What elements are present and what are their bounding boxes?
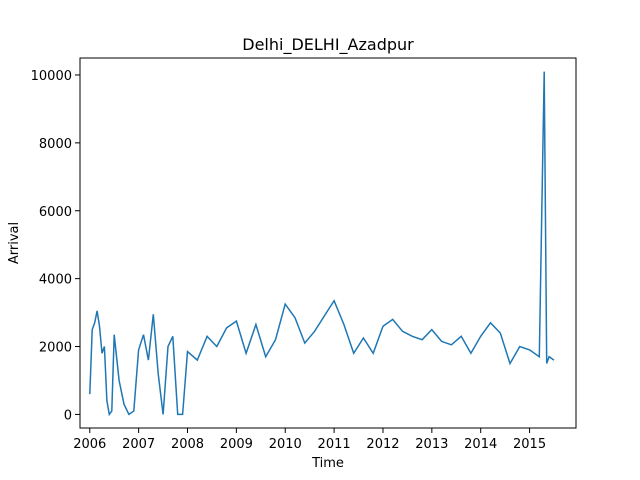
- x-axis-ticks: 2006 2007 2008 2009 2010 2011 2012 2013 2014 2015: [73, 428, 546, 452]
- y-tick-label: 8000: [39, 137, 72, 152]
- y-axis-label: Arrival: [7, 222, 22, 264]
- plot-area: [89, 71, 555, 417]
- x-tick-label: 2011: [318, 437, 351, 452]
- x-axis-label: Time: [311, 456, 344, 471]
- x-tick-label: 2008: [171, 437, 204, 452]
- y-tick-label: 4000: [39, 273, 72, 288]
- x-tick-label: 2015: [513, 437, 546, 452]
- x-tick-label: 2010: [269, 437, 302, 452]
- x-tick-label: 2006: [73, 437, 106, 452]
- x-tick-label: 2013: [415, 437, 448, 452]
- x-tick-label: 2007: [122, 437, 155, 452]
- y-axis-ticks: 0 2000 4000 6000 8000 10000: [31, 69, 80, 423]
- y-tick-label: 0: [64, 408, 72, 423]
- chart-title: Delhi_DELHI_Azadpur: [242, 35, 414, 55]
- y-tick-label: 10000: [31, 69, 72, 84]
- series-line-0: [89, 71, 555, 417]
- y-tick-label: 2000: [39, 341, 72, 356]
- x-tick-label: 2009: [220, 437, 253, 452]
- x-tick-label: 2014: [464, 437, 497, 452]
- y-tick-label: 6000: [39, 205, 72, 220]
- axes-frame: [79, 57, 577, 429]
- x-tick-label: 2012: [366, 437, 399, 452]
